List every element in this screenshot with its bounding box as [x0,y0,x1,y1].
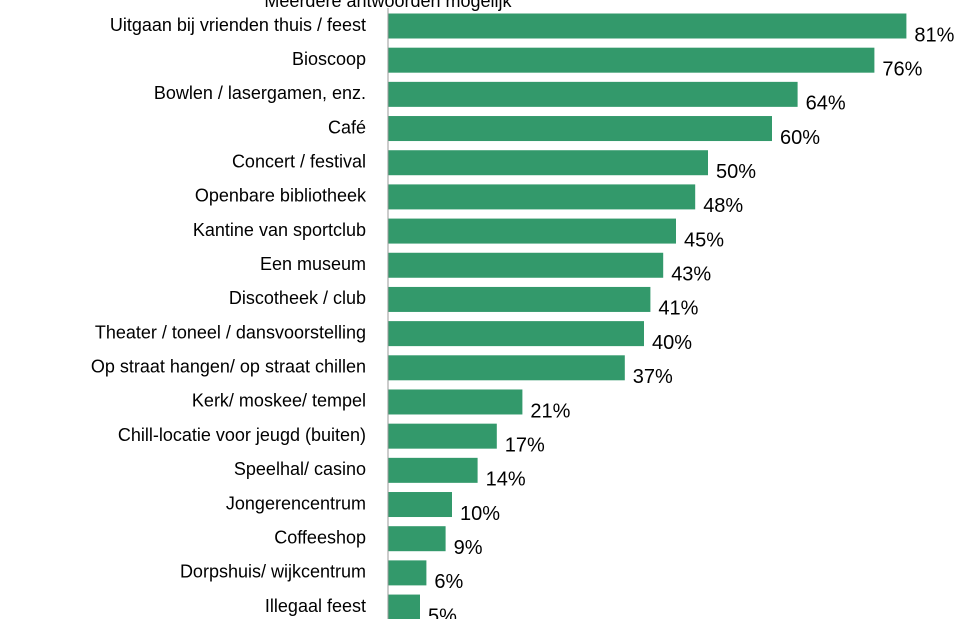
category-label: Café [328,117,366,137]
category-label: Een museum [260,254,366,274]
bar [388,47,875,73]
bar [388,252,664,278]
value-label: 10% [460,503,500,525]
bar [388,150,708,176]
value-label: 14% [486,469,526,491]
category-label: Chill-locatie voor jeugd (buiten) [118,425,366,445]
value-label: 64% [806,93,846,115]
bar [388,321,644,347]
chart-subtitle: Meerdere antwoorden mogelijk [264,0,512,11]
value-label: 43% [671,264,711,286]
bar [388,457,478,483]
category-label: Concert / festival [232,151,366,171]
bar [388,526,446,552]
category-label: Uitgaan bij vrienden thuis / feest [110,15,366,35]
value-label: 41% [658,298,698,320]
bar [388,389,523,415]
category-label: Dorpshuis/ wijkcentrum [180,562,366,582]
category-label: Op straat hangen/ op straat chillen [91,357,366,377]
value-label: 76% [882,58,922,80]
bar [388,560,427,586]
category-label: Kantine van sportclub [193,220,366,240]
category-label: Discotheek / club [229,288,366,308]
bar [388,594,420,619]
category-label: Kerk/ moskee/ tempel [192,391,366,411]
bar [388,81,798,107]
value-label: 9% [454,537,483,559]
category-label: Bowlen / lasergamen, enz. [154,83,366,103]
category-label: Coffeeshop [274,527,366,547]
value-label: 60% [780,127,820,149]
bar [388,218,676,244]
value-label: 21% [530,400,570,422]
bar [388,492,452,518]
value-label: 45% [684,229,724,251]
bar [388,13,907,39]
category-label: Jongerencentrum [226,493,366,513]
value-label: 37% [633,366,673,388]
value-label: 6% [434,571,463,593]
category-label: Speelhal/ casino [234,459,366,479]
bar [388,116,772,142]
category-label: Illegaal feest [265,596,366,616]
value-label: 5% [428,605,457,619]
category-label: Theater / toneel / dansvoorstelling [95,322,366,342]
value-label: 50% [716,161,756,183]
value-label: 48% [703,195,743,217]
bar [388,184,696,210]
bar [388,286,651,312]
value-label: 17% [505,434,545,456]
value-label: 81% [914,24,954,46]
category-label: Bioscoop [292,49,366,69]
category-label: Openbare bibliotheek [195,186,367,206]
bar [388,355,625,381]
bar [388,423,497,449]
value-label: 40% [652,332,692,354]
